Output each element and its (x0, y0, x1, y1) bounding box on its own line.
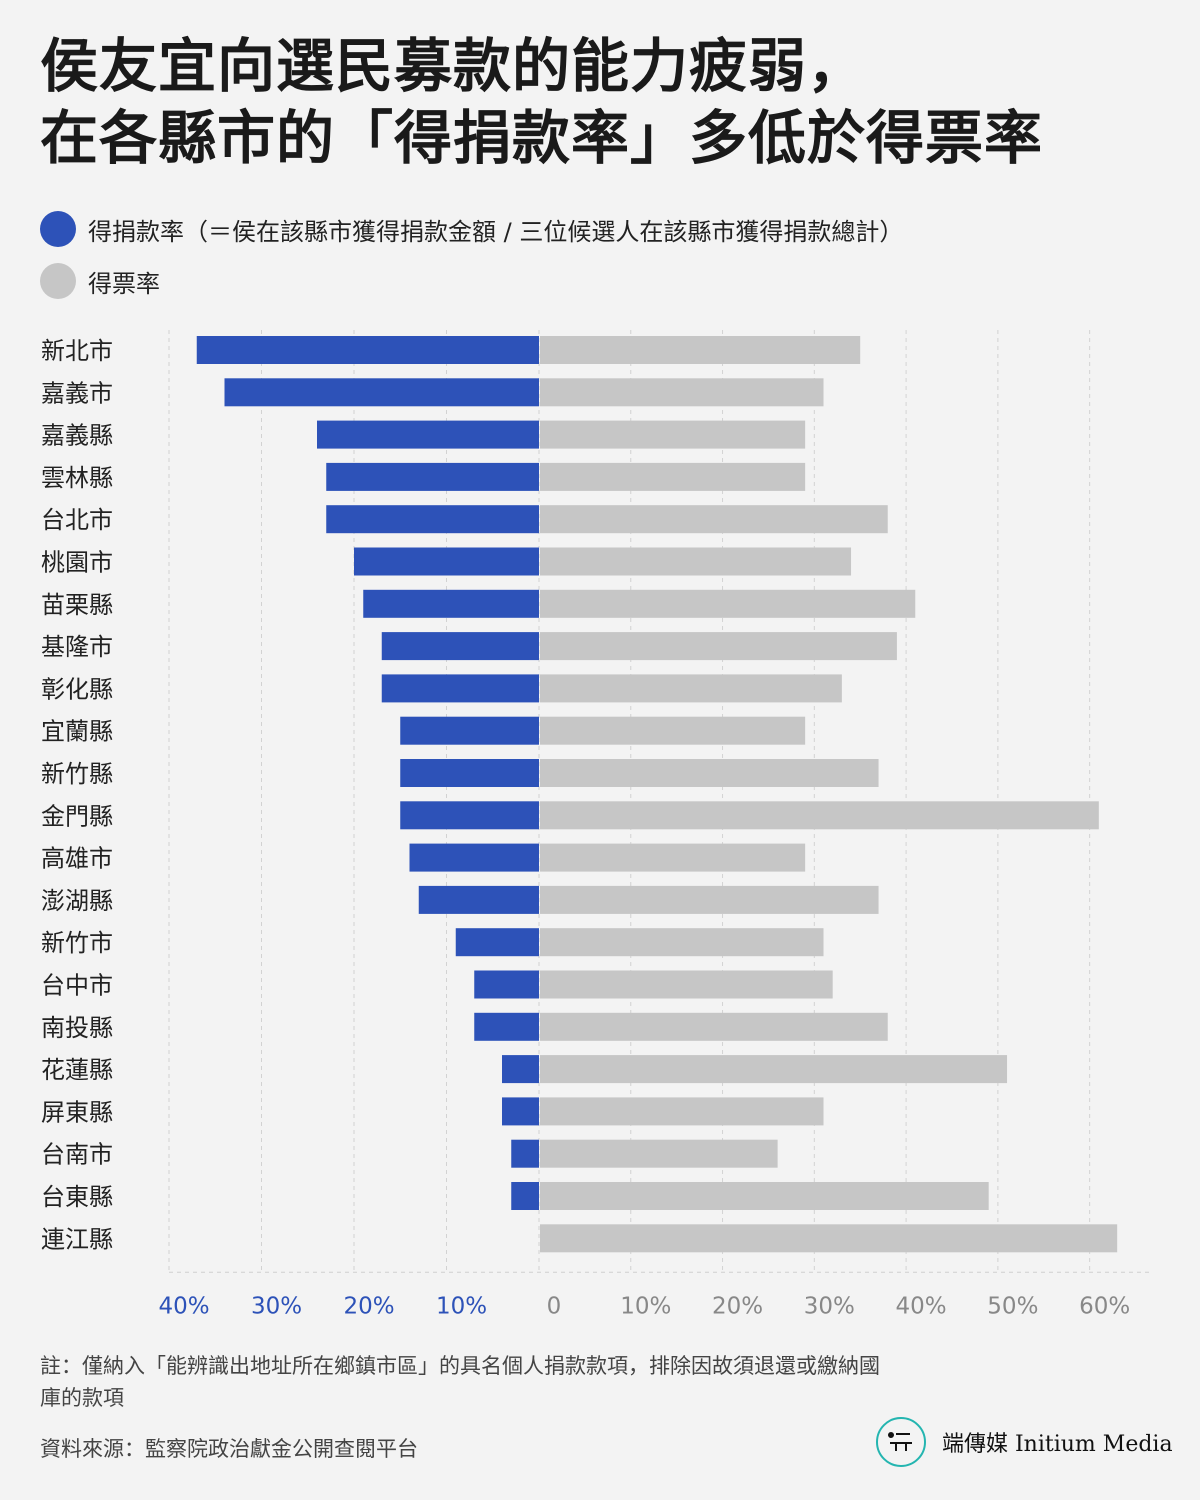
brand: 端傳媒 Initium Media (876, 1417, 1173, 1467)
category-label: 宜蘭縣 (41, 718, 113, 746)
bar-donation-rate (317, 420, 539, 449)
bar-donation-rate (326, 505, 539, 534)
category-label: 花蓮縣 (41, 1056, 113, 1084)
bar-vote-rate (540, 632, 897, 661)
bar-vote-rate (540, 589, 916, 618)
category-label: 澎湖縣 (41, 887, 113, 915)
category-label: 連江縣 (41, 1225, 113, 1253)
legend-label-donation-rate: 得捐款率（＝侯在該縣市獲得捐款金額 / 三位候選人在該縣市獲得捐款總計） (88, 217, 904, 246)
x-tick-label-right: 30% (804, 1293, 855, 1319)
bar-donation-rate (474, 1012, 539, 1041)
legend: 得捐款率（＝侯在該縣市獲得捐款金額 / 三位候選人在該縣市獲得捐款總計） 得票率 (40, 211, 904, 316)
bar-vote-rate (540, 378, 824, 407)
bar-vote-rate (540, 885, 879, 914)
category-label: 高雄市 (41, 845, 113, 873)
bar-vote-rate (540, 505, 888, 534)
legend-swatch-vote-rate (40, 263, 76, 299)
bar-vote-rate (540, 674, 842, 703)
x-tick-label-left: 10% (436, 1293, 487, 1319)
x-tick-label-right: 60% (1079, 1293, 1130, 1319)
category-label: 新北市 (41, 337, 113, 365)
bar-donation-rate (381, 632, 539, 661)
category-label: 新竹市 (41, 929, 113, 957)
bar-vote-rate (540, 1224, 1118, 1253)
data-source: 資料來源：監察院政治獻金公開查閱平台 (40, 1437, 418, 1461)
bar-donation-rate (196, 336, 539, 364)
category-label: 台東縣 (41, 1183, 113, 1211)
bar-donation-rate (455, 928, 539, 957)
category-label: 台中市 (41, 972, 113, 1000)
category-label: 南投縣 (41, 1014, 113, 1042)
category-label: 桃園市 (41, 549, 113, 577)
initium-logo-icon (876, 1417, 926, 1467)
bar-donation-rate (418, 885, 539, 914)
bar-donation-rate (381, 674, 539, 703)
x-tick-label-right: 50% (987, 1293, 1038, 1319)
bar-vote-rate (540, 462, 806, 491)
bar-vote-rate (540, 1055, 1008, 1084)
bar-vote-rate (540, 843, 806, 872)
bar-donation-rate (400, 759, 539, 787)
bar-donation-rate (409, 843, 539, 872)
category-label: 基隆市 (41, 633, 113, 661)
category-label: 嘉義市 (41, 379, 113, 407)
x-tick-label-left: 30% (251, 1293, 302, 1319)
category-label: 苗栗縣 (41, 591, 113, 619)
bar-donation-rate (224, 378, 539, 407)
bar-vote-rate (540, 1182, 989, 1210)
bar-donation-rate (511, 1139, 539, 1168)
x-tick-label-left: 20% (343, 1293, 394, 1319)
bar-donation-rate (400, 801, 539, 830)
bar-vote-rate (540, 420, 806, 449)
bar-donation-rate (326, 462, 539, 491)
legend-swatch-donation-rate (40, 211, 76, 247)
category-label: 雲林縣 (41, 464, 113, 492)
category-label: 新竹縣 (41, 760, 113, 788)
bar-donation-rate (474, 970, 539, 999)
category-label: 金門縣 (41, 802, 113, 830)
x-tick-label-right: 20% (712, 1293, 763, 1319)
x-tick-label-right: 10% (620, 1293, 671, 1319)
x-tick-label-right: 0 (547, 1293, 562, 1319)
diverging-bar-chart: 新北市嘉義市嘉義縣雲林縣台北市桃園市苗栗縣基隆市彰化縣宜蘭縣新竹縣金門縣高雄市澎… (41, 330, 1152, 1319)
legend-item-donation-rate: 得捐款率（＝侯在該縣市獲得捐款金額 / 三位候選人在該縣市獲得捐款總計） (40, 211, 904, 247)
bar-vote-rate (540, 1139, 778, 1168)
bar-vote-rate (540, 970, 833, 999)
bar-vote-rate (540, 759, 879, 787)
title-line-2: 在各縣市的「得捐款率」多低於得票率 (40, 104, 1044, 172)
bar-donation-rate (400, 716, 539, 745)
legend-item-vote-rate: 得票率 (40, 263, 903, 299)
bar-vote-rate (540, 1012, 888, 1041)
bar-donation-rate (502, 1097, 539, 1126)
bar-donation-rate (502, 1055, 539, 1084)
category-label: 台南市 (41, 1141, 113, 1169)
category-label: 屏東縣 (41, 1098, 113, 1126)
bar-donation-rate (511, 1182, 539, 1210)
bar-vote-rate (540, 336, 861, 364)
title-line-1: 侯友宜向選民募款的能力疲弱， (40, 32, 867, 100)
footnote: 註：僅納入「能辨識出地址所在鄉鎮市區」的具名個人捐款款項，排除因故須退還或繳納國… (40, 1354, 880, 1410)
bar-vote-rate (540, 928, 824, 957)
bar-vote-rate (540, 801, 1099, 830)
category-label: 台北市 (41, 506, 113, 534)
brand-name: 端傳媒 Initium Media (942, 1432, 1173, 1457)
bar-vote-rate (540, 1097, 824, 1126)
bar-donation-rate (354, 547, 539, 576)
category-label: 彰化縣 (41, 675, 113, 703)
bar-vote-rate (540, 547, 852, 576)
page-title: 侯友宜向選民募款的能力疲弱， 在各縣市的「得捐款率」多低於得票率 (40, 30, 1170, 174)
bar-vote-rate (540, 716, 806, 745)
legend-label-vote-rate: 得票率 (88, 269, 160, 298)
category-label: 嘉義縣 (41, 422, 113, 450)
x-tick-label-right: 40% (896, 1293, 947, 1319)
x-tick-label-left: 40% (158, 1293, 209, 1319)
bar-donation-rate (363, 589, 539, 618)
